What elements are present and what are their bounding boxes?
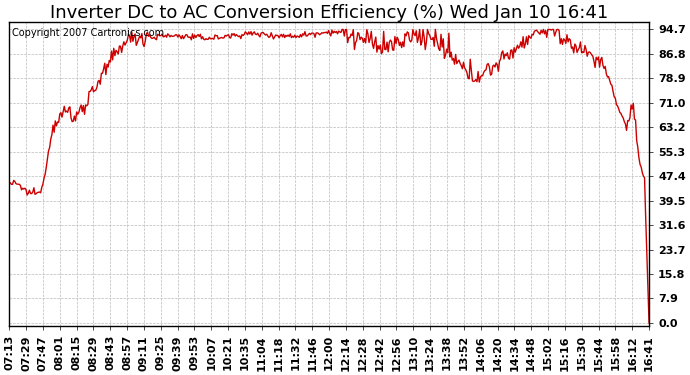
Title: Inverter DC to AC Conversion Efficiency (%) Wed Jan 10 16:41: Inverter DC to AC Conversion Efficiency … bbox=[50, 4, 609, 22]
Text: Copyright 2007 Cartronics.com: Copyright 2007 Cartronics.com bbox=[12, 28, 164, 38]
